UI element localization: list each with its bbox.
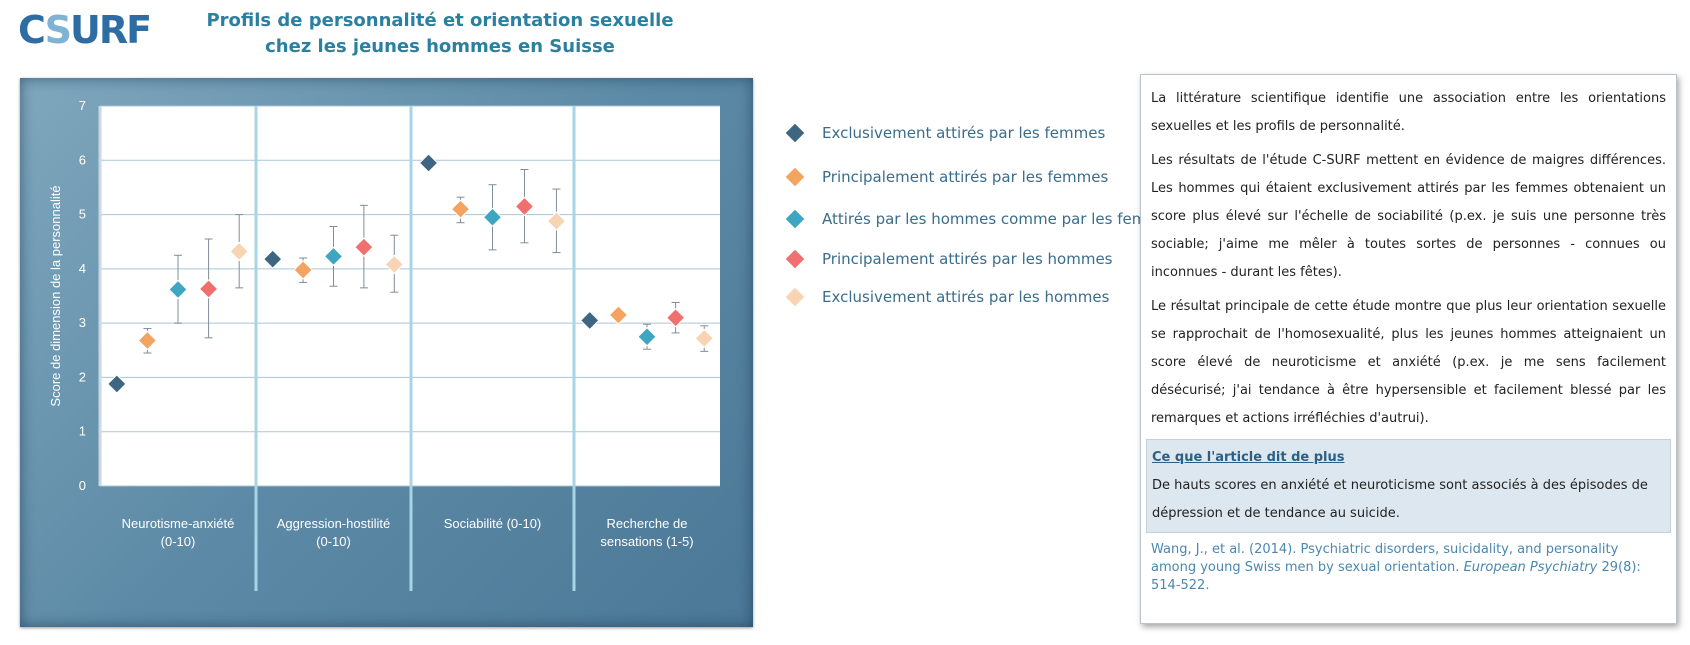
- x-category-label-line2: (0-10): [316, 534, 351, 549]
- data-point: [293, 260, 313, 280]
- chart-frame: 0 1 2 3 4 5 6 7 Score de dimension de la personn…: [20, 78, 753, 627]
- legend-marker: [784, 286, 806, 308]
- data-point: [198, 279, 219, 299]
- page-title: Profils de personnalité et orientation s…: [200, 8, 680, 60]
- x-category-label: Sociabilité (0-10): [444, 516, 542, 531]
- legend-marker: [784, 208, 806, 230]
- summary-paragraph-3: Le résultat principale de cette étude mo…: [1151, 299, 1666, 426]
- article-highlight-box: Ce que l'article dit de plus De hauts sc…: [1146, 439, 1671, 533]
- data-point: [546, 211, 567, 231]
- logo-text-c: C: [18, 8, 47, 52]
- x-category-label-line2: (0-10): [161, 534, 196, 549]
- data-point: [608, 305, 629, 325]
- data-point: [694, 328, 714, 349]
- legend-item: Attirés par les hommes comme par les fem…: [780, 204, 1178, 234]
- data-point: [665, 308, 686, 328]
- data-point: [323, 246, 344, 267]
- legend-diamond-icon: [784, 166, 806, 188]
- x-category-label: Aggression-hostilité: [277, 516, 390, 531]
- legend-label: Principalement attirés par les femmes: [822, 168, 1109, 186]
- legend-item: Principalement attirés par les femmes: [780, 162, 1108, 192]
- summary-panel: La littérature scientifique identifie un…: [1140, 74, 1677, 624]
- data-point: [263, 249, 283, 269]
- title-line-2: chez les jeunes hommes en Suisse: [265, 36, 615, 57]
- x-category-label: Neurotisme-anxiété: [122, 516, 235, 531]
- summary-paragraph-2: Les résultats de l'étude C-SURF mettent …: [1151, 153, 1666, 280]
- y-tick-label: 2: [79, 369, 86, 384]
- reference-citation: Wang, J., et al. (2014). Psychiatric dis…: [1141, 541, 1676, 595]
- legend-label: Attirés par les hommes comme par les fem…: [822, 210, 1178, 228]
- data-point: [482, 207, 503, 227]
- title-line-1: Profils de personnalité et orientation s…: [206, 10, 674, 31]
- reference-journal: European Psychiatry: [1463, 560, 1598, 575]
- y-tick-label: 0: [79, 478, 86, 493]
- y-tick-label: 7: [79, 98, 86, 113]
- data-point: [168, 279, 188, 300]
- y-tick-label: 3: [79, 315, 86, 330]
- legend-diamond-icon: [784, 122, 806, 144]
- personality-chart: 0 1 2 3 4 5 6 7 Score de dimension de la personn…: [48, 98, 720, 591]
- data-point: [384, 254, 404, 275]
- legend-marker: [784, 166, 806, 188]
- data-point: [354, 237, 374, 257]
- x-category-label: Recherche de: [607, 516, 688, 531]
- y-tick-label: 1: [79, 424, 86, 439]
- data-point: [107, 374, 127, 394]
- legend-diamond-icon: [784, 208, 806, 230]
- highlight-body: De hauts scores en anxiété et neuroticis…: [1152, 478, 1648, 521]
- highlight-title: Ce que l'article dit de plus: [1152, 450, 1345, 465]
- data-point: [580, 310, 600, 331]
- data-point: [637, 327, 657, 347]
- legend-diamond-icon: [784, 286, 806, 308]
- y-tick-label: 5: [79, 207, 86, 222]
- summary-paragraph-1: La littérature scientifique identifie un…: [1151, 91, 1666, 134]
- data-point: [137, 330, 158, 351]
- legend-marker: [784, 248, 806, 270]
- reference-authors: Wang, J., et al. (2014). Psychiatric dis…: [1151, 542, 1619, 575]
- x-category-label-line2: sensations (1-5): [600, 534, 693, 549]
- data-point: [229, 241, 249, 262]
- data-point: [514, 196, 535, 217]
- legend-label: Exclusivement attirés par les hommes: [822, 288, 1110, 306]
- y-tick-label: 6: [79, 152, 86, 167]
- logo-text-urf: URF: [69, 8, 152, 52]
- data-point: [450, 199, 471, 219]
- data-point: [418, 153, 439, 173]
- legend-diamond-icon: [784, 248, 806, 270]
- legend-item: Principalement attirés par les hommes: [780, 244, 1113, 274]
- reference-tail: 29(8): 514-522.: [1151, 560, 1641, 593]
- legend-label: Principalement attirés par les hommes: [822, 250, 1113, 268]
- legend-label: Exclusivement attirés par les femmes: [822, 124, 1106, 142]
- y-axis-label: Score de dimension de la personnalité: [48, 185, 63, 406]
- legend-marker: [784, 122, 806, 144]
- logo-text-s: S: [44, 8, 72, 52]
- y-tick-label: 4: [79, 261, 86, 276]
- csurf-logo: CSURF: [18, 8, 152, 52]
- legend-item: Exclusivement attirés par les hommes: [780, 282, 1109, 312]
- legend-item: Exclusivement attirés par les femmes: [780, 118, 1105, 148]
